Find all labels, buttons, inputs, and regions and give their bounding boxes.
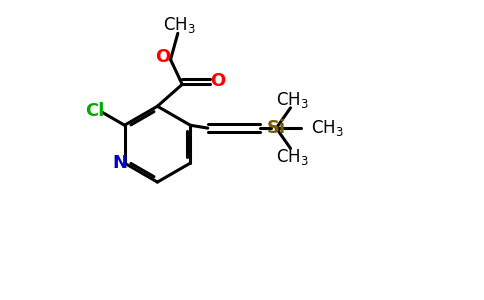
Text: Si: Si	[267, 119, 286, 137]
Text: Cl: Cl	[85, 102, 104, 120]
Text: N: N	[113, 154, 128, 172]
Text: O: O	[155, 48, 170, 66]
Text: CH$_3$: CH$_3$	[311, 118, 344, 138]
Text: CH$_3$: CH$_3$	[275, 147, 308, 166]
Text: CH$_3$: CH$_3$	[163, 15, 196, 35]
Text: CH$_3$: CH$_3$	[275, 90, 308, 110]
Text: O: O	[211, 73, 226, 91]
